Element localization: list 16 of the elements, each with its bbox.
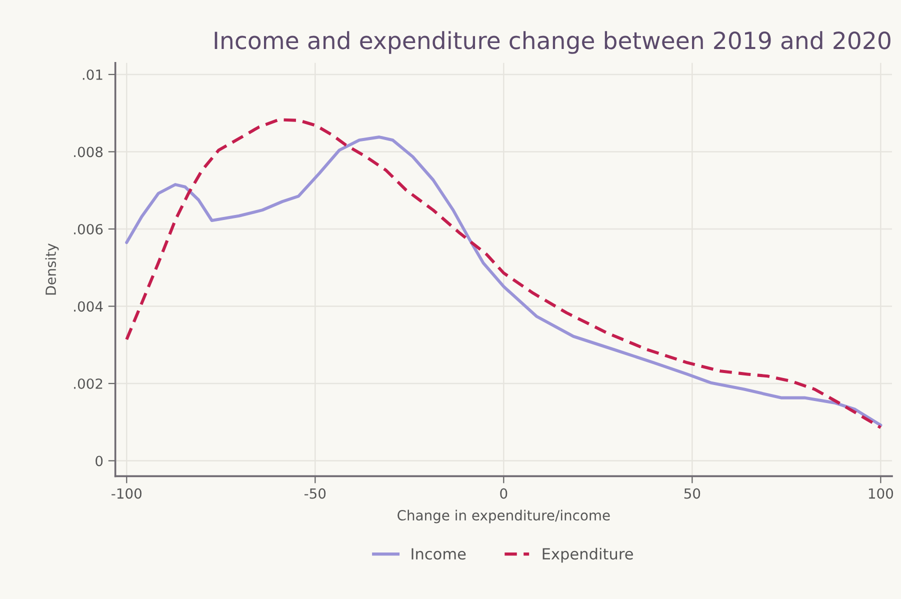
y-tick-label: .008 [74,146,103,158]
y-tick-label: 0 [96,456,103,466]
y-tick-label: .006 [74,224,103,234]
legend-label: Expenditure [542,548,633,563]
x-tick-label: -50 [304,488,326,499]
x-tick-label: -100 [112,488,142,499]
y-tick-label: .004 [74,301,103,312]
y-tick-label: .002 [74,378,102,389]
x-tick-label: 50 [684,488,700,499]
y-tick-label: .01 [82,69,102,80]
x-tick-label: 0 [500,488,508,499]
legend-label: Income [412,548,466,560]
x-axis-title: Change in expenditure/income [398,510,610,524]
chart-title: Income and expenditure change between 2019 and 2020 [214,31,890,54]
y-axis-title: Density [45,244,59,295]
x-tick-label: 100 [868,488,894,499]
